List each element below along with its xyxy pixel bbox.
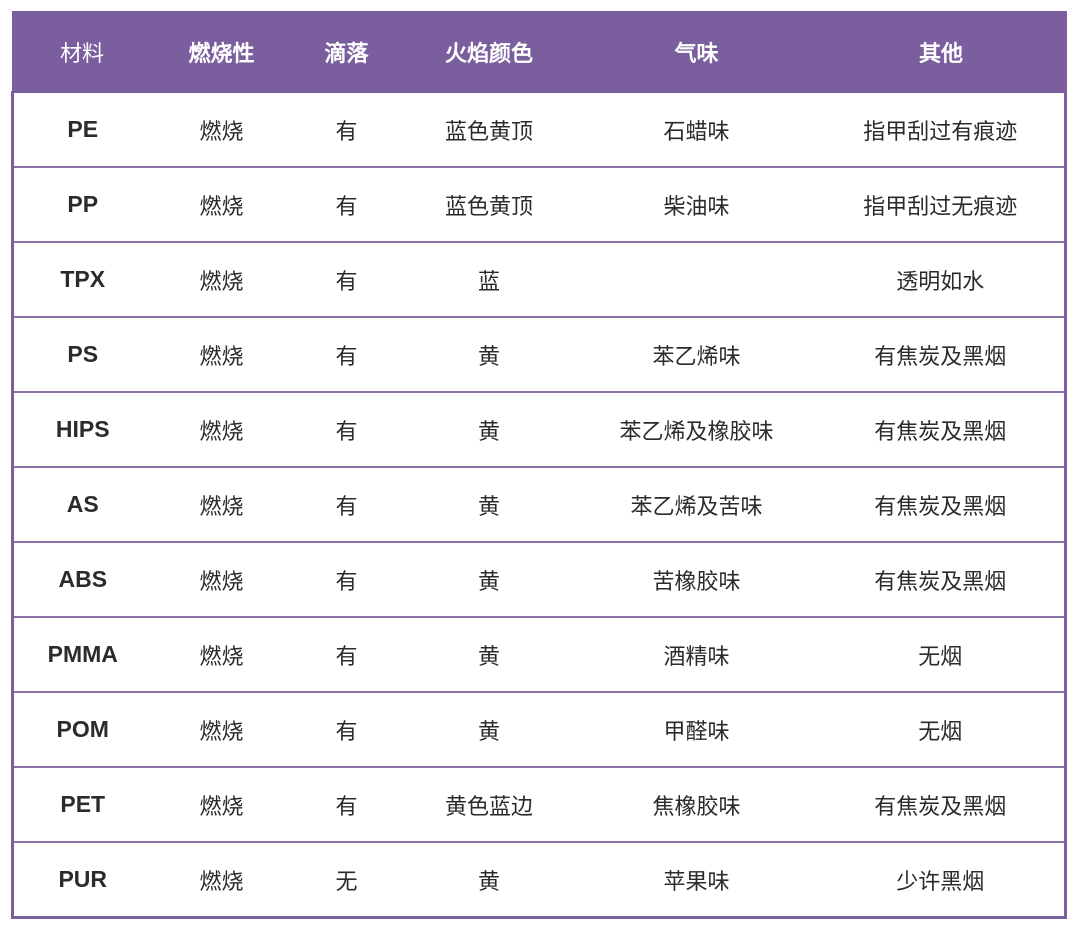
cell-odor bbox=[576, 241, 817, 318]
cell-material: PP bbox=[11, 166, 152, 243]
cell-material: PE bbox=[11, 91, 152, 168]
cell-material: PMMA bbox=[11, 616, 152, 693]
header-row: 材料 燃烧性 滴落 火焰颜色 气味 其他 bbox=[11, 11, 1067, 93]
plastic-burning-table: 材料 燃烧性 滴落 火焰颜色 气味 其他 PE 燃烧有蓝色黄顶 石蜡味 指甲刮过有痕迹… bbox=[11, 11, 1067, 919]
cell-other: 指甲刮过无痕迹 bbox=[816, 166, 1067, 243]
cell-flammability: 燃烧 bbox=[151, 466, 292, 543]
cell-odor: 焦橡胶味 bbox=[576, 766, 817, 843]
cell-flammability: 燃烧 bbox=[151, 316, 292, 393]
cell-dripping: 有 bbox=[291, 91, 402, 168]
table-row: AS 燃烧有黄苯乙烯及苦味 有焦炭及黑烟 bbox=[11, 466, 1067, 543]
table-row: PE 燃烧有蓝色黄顶 石蜡味 指甲刮过有痕迹 bbox=[11, 91, 1067, 168]
cell-other: 指甲刮过有痕迹 bbox=[816, 91, 1067, 168]
cell-flammability: 燃烧 bbox=[151, 166, 292, 243]
cell-material: PUR bbox=[11, 841, 152, 919]
cell-other: 无烟 bbox=[816, 691, 1067, 768]
table-row: PUR 燃烧无黄苹果味 少许黑烟 bbox=[11, 841, 1067, 919]
table-row: PET 燃烧有黄色蓝边 焦橡胶味 有焦炭及黑烟 bbox=[11, 766, 1067, 843]
cell-flame-color: 黄 bbox=[401, 541, 577, 618]
cell-flame-color: 黄 bbox=[401, 841, 577, 919]
header-flame-color: 火焰颜色 bbox=[400, 11, 578, 93]
table-row: PP 燃烧有蓝色黄顶 柴油味 指甲刮过无痕迹 bbox=[11, 166, 1067, 243]
cell-material: POM bbox=[11, 691, 152, 768]
cell-flammability: 燃烧 bbox=[151, 766, 292, 843]
cell-odor: 苦橡胶味 bbox=[576, 541, 817, 618]
cell-flammability: 燃烧 bbox=[151, 616, 292, 693]
cell-dripping: 有 bbox=[291, 541, 402, 618]
cell-dripping: 有 bbox=[291, 316, 402, 393]
cell-material: HIPS bbox=[11, 391, 152, 468]
cell-dripping: 有 bbox=[291, 166, 402, 243]
cell-flame-color: 蓝色黄顶 bbox=[401, 91, 577, 168]
cell-flammability: 燃烧 bbox=[151, 841, 292, 919]
cell-flame-color: 黄 bbox=[401, 616, 577, 693]
cell-other: 透明如水 bbox=[816, 241, 1067, 318]
table-row: HIPS 燃烧有黄苯乙烯及橡胶味 有焦炭及黑烟 bbox=[11, 391, 1067, 468]
cell-dripping: 有 bbox=[291, 241, 402, 318]
cell-material: PET bbox=[11, 766, 152, 843]
cell-dripping: 有 bbox=[291, 466, 402, 543]
cell-flammability: 燃烧 bbox=[151, 241, 292, 318]
table-row: PS 燃烧有黄苯乙烯味 有焦炭及黑烟 bbox=[11, 316, 1067, 393]
cell-flame-color: 黄 bbox=[401, 466, 577, 543]
cell-other: 有焦炭及黑烟 bbox=[816, 316, 1067, 393]
cell-flame-color: 蓝 bbox=[401, 241, 577, 318]
header-other: 其他 bbox=[815, 11, 1067, 93]
cell-odor: 柴油味 bbox=[576, 166, 817, 243]
table-body: PE 燃烧有蓝色黄顶 石蜡味 指甲刮过有痕迹 PP 燃烧有蓝色黄顶 柴油味 指甲刮过无痕迹 TP… bbox=[11, 91, 1067, 919]
cell-dripping: 有 bbox=[291, 766, 402, 843]
cell-odor: 苯乙烯及苦味 bbox=[576, 466, 817, 543]
cell-odor: 甲醛味 bbox=[576, 691, 817, 768]
header-dripping: 滴落 bbox=[290, 11, 403, 93]
cell-flammability: 燃烧 bbox=[151, 541, 292, 618]
cell-flame-color: 蓝色黄顶 bbox=[401, 166, 577, 243]
cell-odor: 苯乙烯及橡胶味 bbox=[576, 391, 817, 468]
cell-odor: 苯乙烯味 bbox=[576, 316, 817, 393]
cell-other: 有焦炭及黑烟 bbox=[816, 541, 1067, 618]
cell-other: 有焦炭及黑烟 bbox=[816, 391, 1067, 468]
cell-odor: 酒精味 bbox=[576, 616, 817, 693]
cell-flammability: 燃烧 bbox=[151, 91, 292, 168]
cell-dripping: 无 bbox=[291, 841, 402, 919]
header-flammability: 燃烧性 bbox=[150, 11, 293, 93]
table-row: ABS 燃烧有黄苦橡胶味 有焦炭及黑烟 bbox=[11, 541, 1067, 618]
cell-odor: 苹果味 bbox=[576, 841, 817, 919]
header-material: 材料 bbox=[11, 11, 153, 93]
table-row: POM 燃烧有黄甲醛味 无烟 bbox=[11, 691, 1067, 768]
cell-flame-color: 黄 bbox=[401, 316, 577, 393]
cell-material: ABS bbox=[11, 541, 152, 618]
cell-other: 有焦炭及黑烟 bbox=[816, 466, 1067, 543]
cell-other: 少许黑烟 bbox=[816, 841, 1067, 919]
cell-odor: 石蜡味 bbox=[576, 91, 817, 168]
header-odor: 气味 bbox=[575, 11, 818, 93]
cell-flammability: 燃烧 bbox=[151, 691, 292, 768]
cell-flame-color: 黄 bbox=[401, 391, 577, 468]
cell-other: 无烟 bbox=[816, 616, 1067, 693]
cell-material: AS bbox=[11, 466, 152, 543]
cell-flame-color: 黄色蓝边 bbox=[401, 766, 577, 843]
table-row: TPX 燃烧有蓝 透明如水 bbox=[11, 241, 1067, 318]
cell-other: 有焦炭及黑烟 bbox=[816, 766, 1067, 843]
cell-dripping: 有 bbox=[291, 691, 402, 768]
cell-flammability: 燃烧 bbox=[151, 391, 292, 468]
cell-material: TPX bbox=[11, 241, 152, 318]
cell-dripping: 有 bbox=[291, 391, 402, 468]
table-row: PMMA 燃烧有黄酒精味 无烟 bbox=[11, 616, 1067, 693]
cell-material: PS bbox=[11, 316, 152, 393]
cell-dripping: 有 bbox=[291, 616, 402, 693]
cell-flame-color: 黄 bbox=[401, 691, 577, 768]
